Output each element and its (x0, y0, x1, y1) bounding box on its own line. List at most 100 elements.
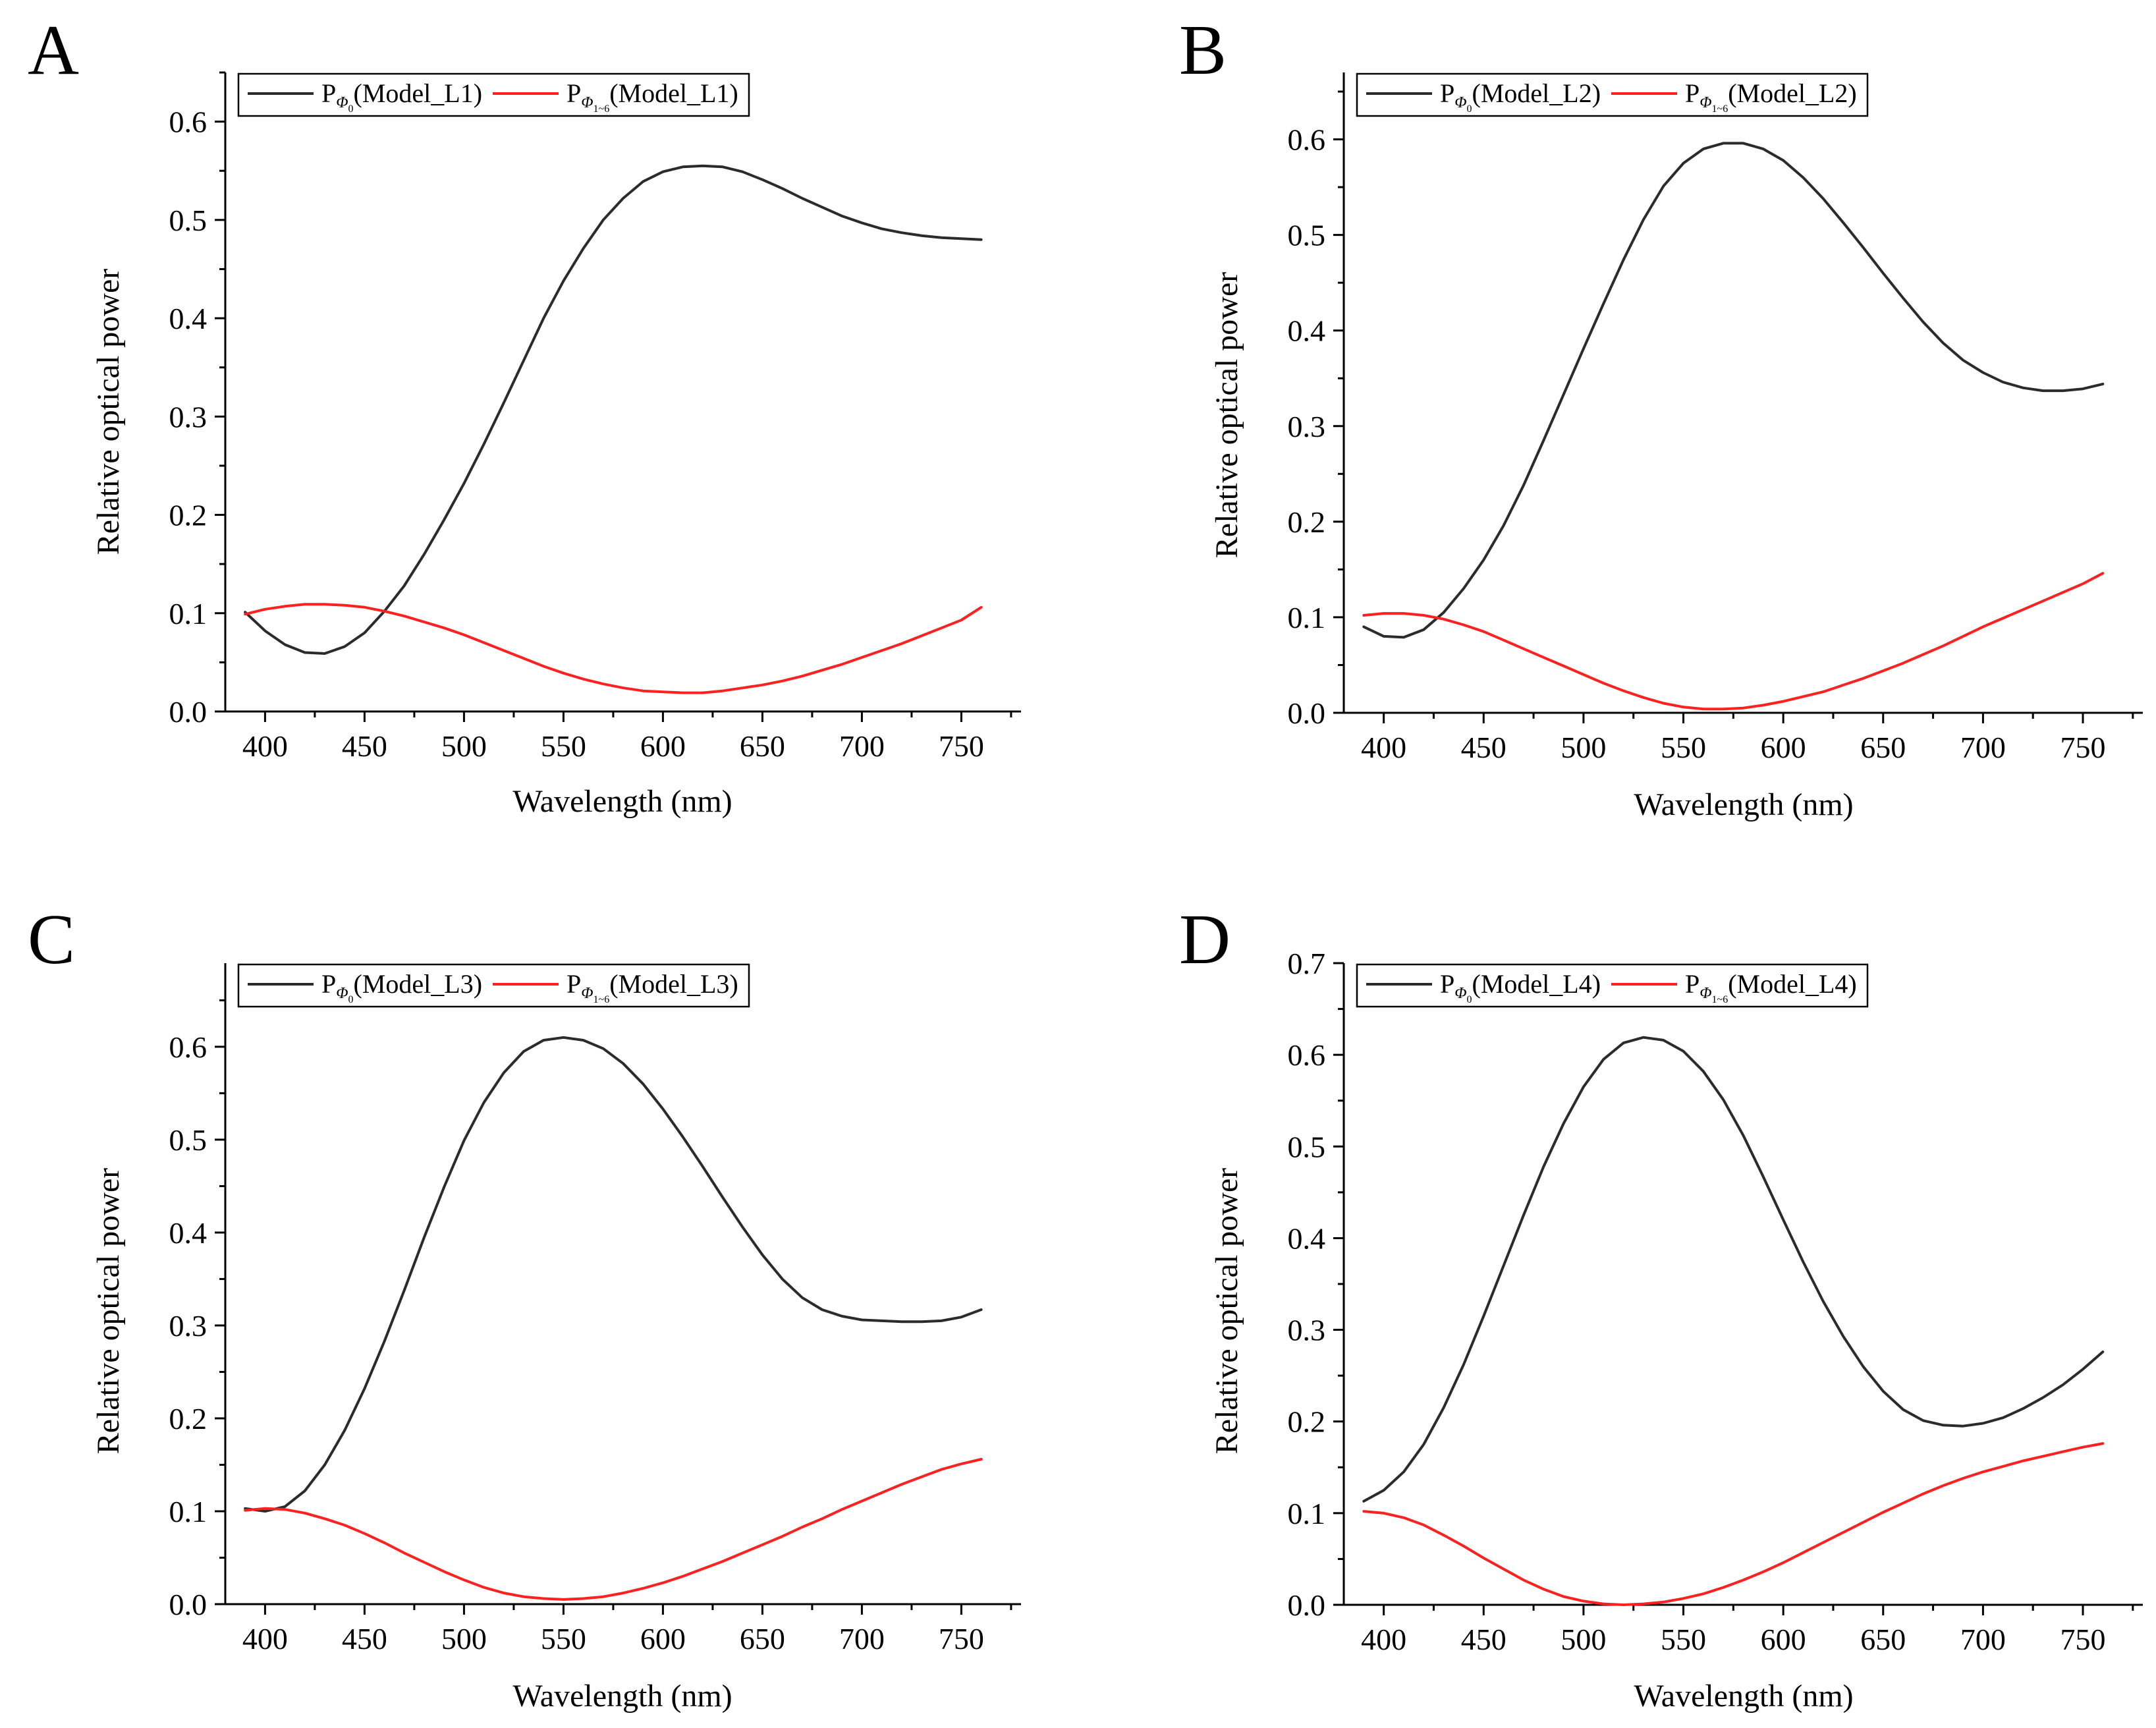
legend-sub: Φ (336, 94, 348, 111)
legend-model: (Model_L4) (1472, 969, 1601, 999)
series-line-p-phi0 (1362, 142, 2105, 639)
legend-model: (Model_L3) (609, 969, 738, 999)
legend-entry: PΦ0(Model_L3) (321, 969, 482, 1005)
y-tick-label: 0.4 (169, 1216, 207, 1250)
x-tick-label: 400 (1361, 731, 1406, 764)
y-tick-label: 0.3 (169, 1309, 207, 1343)
legend-name: P (321, 78, 336, 108)
x-tick-label: 650 (1860, 731, 1906, 764)
x-tick-label: 700 (1960, 731, 2006, 764)
legend-sub: Φ (1700, 985, 1711, 1002)
x-tick-label: 600 (1761, 731, 1806, 764)
y-tick-label: 0.4 (1288, 1221, 1326, 1255)
y-axis-label: Relative optical power (91, 1168, 126, 1455)
legend-name: P (1440, 78, 1454, 108)
y-tick-label: 0.2 (1288, 505, 1326, 539)
legend-name: P (567, 78, 581, 108)
x-tick-label: 400 (242, 1622, 288, 1656)
x-tick-label: 650 (740, 1622, 785, 1656)
chart-panel-c: C 400 450 500 550 600 650 700 750 0.0 0.1 0.2 0.3 0.4… (28, 901, 1021, 1714)
y-tick-label: 0.1 (1288, 601, 1326, 634)
legend-subsub: 1~6 (594, 994, 610, 1005)
y-tick-label: 0.4 (169, 302, 207, 335)
legend-entry: PΦ0(Model_L4) (1440, 969, 1601, 1005)
x-tick-label: 750 (2060, 1623, 2106, 1656)
legend-sub: Φ (1454, 94, 1466, 111)
x-tick-label: 600 (640, 729, 686, 763)
y-tick-label: 0.5 (1288, 1130, 1326, 1163)
y-tick-label: 0.0 (169, 1588, 207, 1621)
x-tick-label: 450 (1461, 1623, 1506, 1656)
y-axis-label: Relative optical power (1209, 272, 1244, 559)
legend-model: (Model_L2) (1472, 78, 1601, 108)
x-tick-label: 600 (640, 1622, 686, 1656)
y-axis-label: Relative optical power (91, 269, 126, 555)
y-axis-label: Relative optical power (1209, 1168, 1244, 1455)
y-tick-label: 0.6 (169, 1030, 207, 1064)
x-tick-label: 450 (342, 1622, 387, 1656)
series-line-p-phi1-6 (1362, 572, 2105, 711)
legend-model: (Model_L2) (1728, 78, 1857, 108)
legend-subsub: 0 (348, 994, 354, 1005)
legend-name: P (1440, 969, 1454, 999)
x-tick-label: 500 (441, 729, 487, 763)
y-tick-label: 0.0 (169, 695, 207, 729)
chart-panel-b: B 400 450 500 550 600 650 700 750 0.0 0.1 0.2 0.3 0.4… (1179, 11, 2143, 822)
x-tick-label: 600 (1761, 1623, 1806, 1656)
x-tick-label: 500 (1561, 731, 1606, 764)
y-tick-label: 0.1 (1288, 1497, 1326, 1530)
legend-model: (Model_L4) (1728, 969, 1857, 999)
legend-sub: Φ (1700, 94, 1711, 111)
legend-sub: Φ (336, 985, 348, 1002)
x-tick-label: 750 (939, 729, 984, 763)
series-line-p-phi0 (244, 1036, 983, 1513)
series-line-p-phi0 (1362, 1036, 2105, 1503)
x-tick-label: 550 (541, 1622, 586, 1656)
x-tick-label: 550 (1661, 1623, 1706, 1656)
y-tick-label: 0.2 (169, 499, 207, 532)
panel-letter: B (1179, 11, 1227, 90)
y-tick-label: 0.3 (1288, 1314, 1326, 1347)
legend: PΦ0(Model_L4) PΦ1~6(Model_L4) (1356, 963, 1869, 1008)
x-tick-label: 700 (1960, 1623, 2006, 1656)
y-tick-label: 0.4 (1288, 314, 1326, 348)
y-tick-label: 0.5 (169, 1123, 207, 1157)
legend-entry: PΦ0(Model_L1) (321, 78, 482, 115)
y-tick-label: 0.6 (1288, 1038, 1326, 1072)
legend-model: (Model_L3) (354, 969, 483, 999)
legend-subsub: 1~6 (1712, 103, 1728, 115)
y-tick-label: 0.6 (169, 105, 207, 139)
x-tick-label: 700 (839, 1622, 885, 1656)
y-tick-label: 0.5 (169, 204, 207, 237)
x-tick-label: 650 (740, 729, 785, 763)
y-tick-label: 0.2 (1288, 1405, 1326, 1439)
x-tick-label: 500 (1561, 1623, 1606, 1656)
x-axis-label: Wavelength (nm) (1634, 1679, 1853, 1714)
x-tick-label: 450 (342, 729, 387, 763)
x-tick-label: 700 (839, 729, 885, 763)
y-tick-label: 0.3 (1288, 410, 1326, 443)
series-line-p-phi1-6 (244, 603, 983, 694)
x-tick-label: 750 (2060, 731, 2106, 764)
series-line-p-phi1-6 (244, 1458, 983, 1601)
legend-subsub: 0 (1467, 994, 1472, 1005)
chart-panel-a: A 400 450 500 550 600 650 700 750 0.0 0.1 0.2 0.3 0.4… (28, 11, 1021, 819)
x-tick-label: 450 (1461, 731, 1506, 764)
x-tick-label: 500 (441, 1622, 487, 1656)
legend: PΦ0(Model_L2) PΦ1~6(Model_L2) (1356, 72, 1869, 117)
legend-name: P (567, 969, 581, 999)
series-line-p-phi0 (244, 164, 983, 655)
y-tick-label: 0.0 (1288, 1588, 1326, 1622)
x-tick-label: 400 (1361, 1623, 1406, 1656)
y-tick-label: 0.3 (169, 400, 207, 433)
legend-sub: Φ (1454, 985, 1466, 1002)
legend-subsub: 0 (348, 103, 354, 115)
x-tick-label: 750 (939, 1622, 984, 1656)
legend-model: (Model_L1) (609, 78, 738, 108)
x-tick-label: 650 (1860, 1623, 1906, 1656)
panel-letter: C (28, 901, 75, 979)
x-tick-label: 550 (1661, 731, 1706, 764)
legend-subsub: 1~6 (1712, 994, 1728, 1005)
legend-entry: PΦ1~6(Model_L1) (567, 78, 738, 115)
